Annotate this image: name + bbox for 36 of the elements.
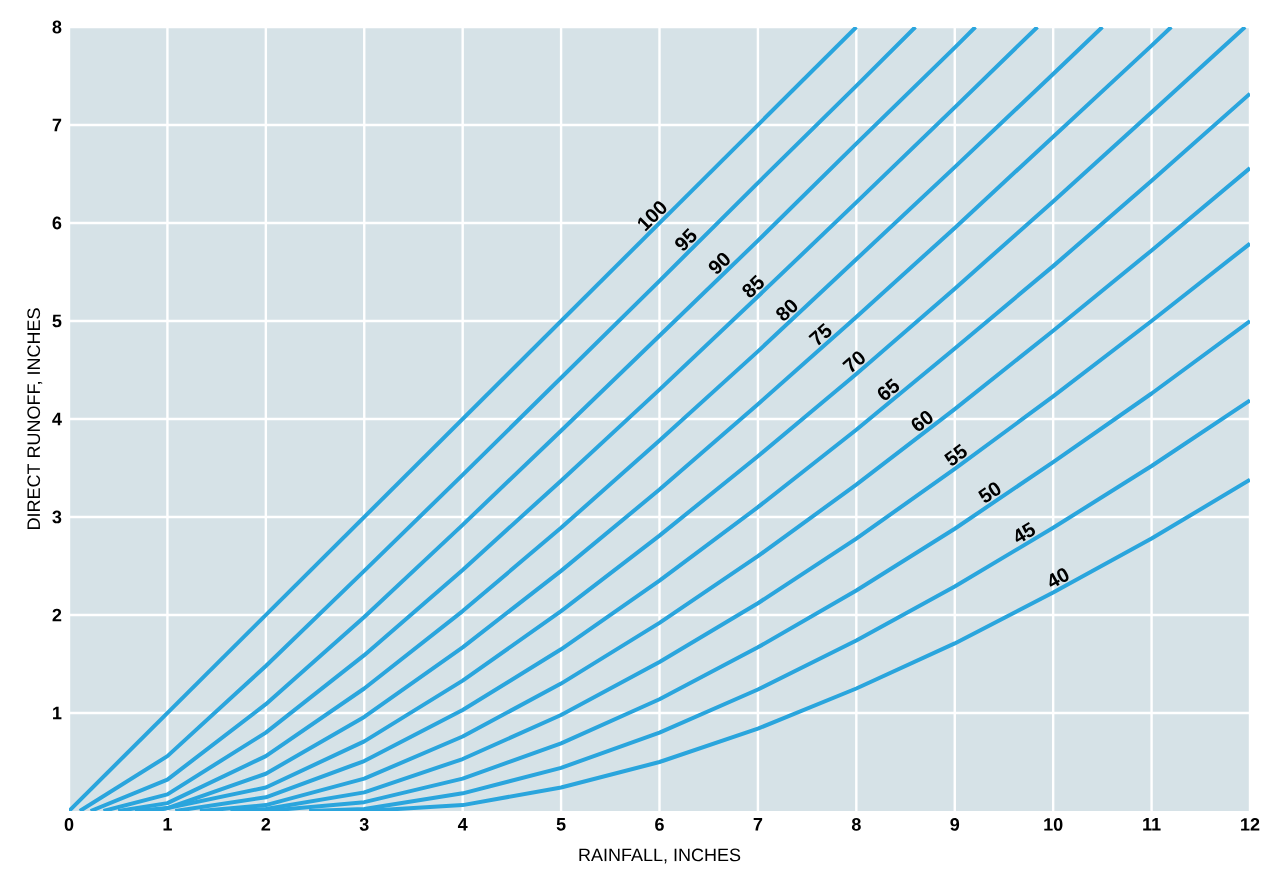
y-tick-label: 1 — [53, 706, 62, 720]
y-tick-label: 4 — [52, 412, 62, 426]
x-tick-label: 11 — [1143, 818, 1161, 831]
y-tick-label: 8 — [52, 20, 62, 34]
text: 60 — [911, 410, 933, 431]
x-tick-label: 7 — [753, 818, 763, 831]
text: 90 — [708, 252, 730, 274]
x-tick-label: 0 — [64, 818, 74, 831]
y-tick-label: 2 — [52, 608, 62, 622]
x-tick-label: 6 — [655, 818, 664, 831]
text: 95 — [675, 228, 697, 251]
text: 70 — [842, 351, 865, 373]
text: 40 — [1049, 568, 1069, 587]
x-tick-label: 9 — [950, 818, 960, 831]
text: 55 — [944, 443, 967, 466]
y-tick-label: 7 — [52, 118, 62, 132]
x-tick-label: 8 — [851, 818, 861, 831]
x-tick-label: 4 — [457, 818, 468, 831]
x-tick-label: 12 — [1241, 818, 1260, 831]
x-tick-label: 2 — [261, 818, 271, 831]
y-tick-label: 6 — [52, 216, 62, 230]
text: 100 — [637, 201, 667, 232]
text: 75 — [808, 323, 832, 346]
x-tick-label: 5 — [556, 818, 566, 831]
x-tick-label: 10 — [1044, 818, 1063, 831]
y-axis-title: DIRECT RUNOFF, INCHES — [27, 308, 43, 530]
text: 45 — [1015, 522, 1035, 543]
y-tick-label: 5 — [52, 314, 62, 328]
text: 80 — [776, 299, 798, 321]
x-tick-label: 3 — [359, 818, 369, 831]
y-tick-label: 3 — [52, 510, 62, 524]
text: 50 — [978, 482, 1001, 503]
x-axis-title: RAINFALL, INCHES — [579, 848, 741, 864]
text: 65 — [877, 378, 900, 400]
x-tick-label: 1 — [163, 818, 172, 831]
text: 85 — [742, 274, 764, 298]
